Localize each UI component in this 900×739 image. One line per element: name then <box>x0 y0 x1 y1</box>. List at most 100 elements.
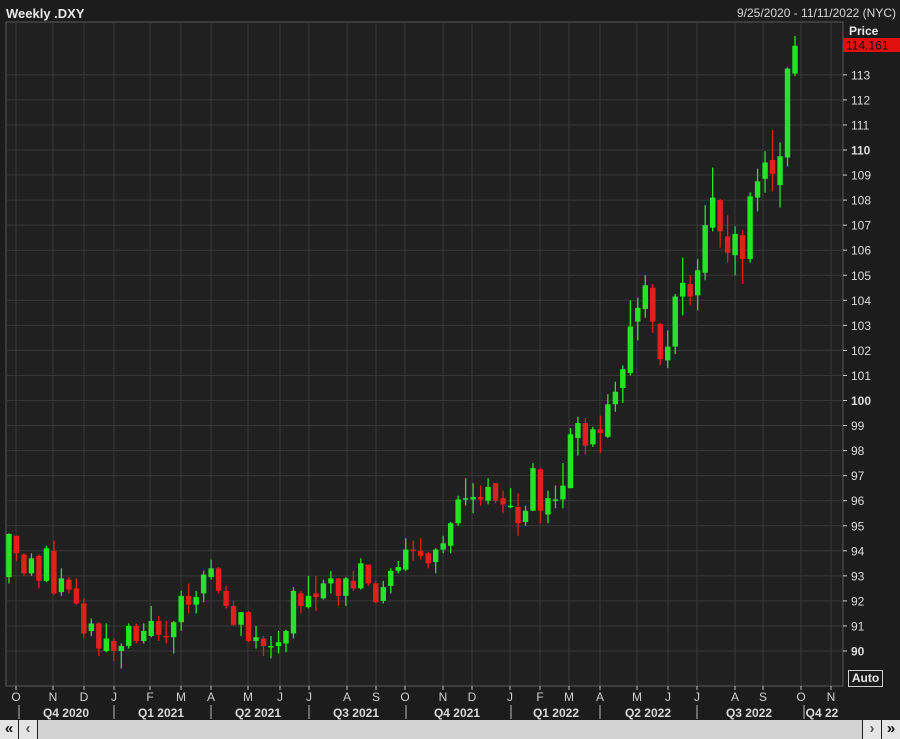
candle-body <box>238 612 244 625</box>
scroll-first-button[interactable]: « <box>0 720 18 739</box>
price-tick-label: 90 <box>851 645 865 659</box>
quarter-label: Q4 2021 <box>434 706 480 720</box>
month-label: D <box>80 690 89 704</box>
last-price-marker <box>843 38 900 52</box>
candle <box>724 215 731 263</box>
candle-body <box>193 597 199 605</box>
candle-body <box>133 625 139 641</box>
candle-body <box>215 568 222 591</box>
candle-body <box>21 554 27 574</box>
candle <box>260 635 267 657</box>
candle-body <box>747 196 753 259</box>
candle <box>81 598 87 639</box>
candle-body <box>313 593 319 598</box>
price-tick-label: 93 <box>851 569 865 583</box>
candle <box>552 485 559 509</box>
time-axis: O N D J F M A M J J A S O N D J F M A M J J A S O N Q4 2020 Q1 2021… <box>11 686 839 720</box>
candle-body <box>350 580 357 589</box>
candle <box>754 168 761 212</box>
quarter-label: Q4 22 <box>806 706 839 720</box>
candle-body <box>275 642 282 646</box>
candle-body <box>762 162 768 179</box>
candle-body <box>537 469 544 511</box>
candle <box>215 567 222 594</box>
month-label: S <box>759 690 767 704</box>
date-range: 9/25/2020 - 11/11/2022 (NYC) <box>737 6 896 20</box>
candle <box>343 577 349 606</box>
candle <box>230 600 237 626</box>
plot-area <box>5 21 844 687</box>
candle <box>739 230 746 285</box>
candle <box>627 300 634 376</box>
scrollbar[interactable]: « ‹ › » <box>0 720 900 739</box>
candle <box>410 540 416 561</box>
candle <box>582 418 589 455</box>
candle <box>51 540 57 595</box>
candle-body <box>447 523 454 546</box>
scroll-last-button[interactable]: » <box>882 720 900 739</box>
candle <box>462 478 469 506</box>
candle <box>43 545 50 583</box>
quarter-label: Q2 2022 <box>625 706 671 720</box>
price-tick-label: 95 <box>851 519 865 533</box>
candle-body <box>290 590 297 634</box>
candle <box>642 275 648 318</box>
candle-body <box>283 630 289 644</box>
candle <box>28 553 35 576</box>
month-label: J <box>665 690 671 704</box>
month-label: M <box>564 690 574 704</box>
candle <box>103 623 110 653</box>
price-tick-label: 110 <box>851 144 871 158</box>
price-tick-label: 100 <box>851 394 871 408</box>
scroll-next-button[interactable]: › <box>863 720 881 739</box>
candle <box>762 151 768 193</box>
scrollbar-thumb[interactable] <box>38 720 862 739</box>
candlestick-chart[interactable]: 90 91 92 93 94 95 96 97 98 99 100 101 102 103 104 105 10… <box>0 0 900 720</box>
quarter-label: Q4 2020 <box>43 706 89 720</box>
last-price-value: 114.161 <box>846 39 889 53</box>
candle-body <box>545 498 551 515</box>
price-tick-label: 97 <box>851 469 865 483</box>
candle-body <box>88 623 95 631</box>
candle <box>208 559 214 580</box>
candle <box>477 485 484 506</box>
candle-body <box>298 593 304 606</box>
month-label: O <box>796 690 805 704</box>
quarter-label: Q2 2021 <box>235 706 281 720</box>
month-label: O <box>400 690 409 704</box>
candle <box>350 570 357 591</box>
candle <box>545 490 551 524</box>
candle <box>605 394 611 439</box>
month-label: S <box>372 690 380 704</box>
candle-body <box>792 45 798 74</box>
candle <box>455 495 461 526</box>
candle-body <box>582 423 589 446</box>
candle-body <box>754 181 761 198</box>
candle <box>612 381 619 412</box>
month-label: N <box>439 690 448 704</box>
candle <box>694 258 701 311</box>
candle-body <box>567 434 574 489</box>
candle <box>388 568 394 594</box>
candle <box>148 605 154 638</box>
candle-body <box>665 346 671 361</box>
quarter-label: Q3 2022 <box>726 706 772 720</box>
auto-scale-button[interactable]: Auto <box>848 670 883 687</box>
candle <box>305 575 312 609</box>
candle <box>185 583 192 614</box>
candle-body <box>51 550 57 594</box>
candle <box>283 629 289 653</box>
price-tick-label: 105 <box>851 269 871 283</box>
candles <box>6 36 798 669</box>
candle-body <box>118 645 124 651</box>
candle-body <box>635 307 641 322</box>
candle <box>522 505 529 526</box>
candle-body <box>432 549 439 563</box>
candle-body <box>73 588 80 604</box>
scroll-prev-button[interactable]: ‹ <box>19 720 37 739</box>
candle <box>96 622 102 657</box>
candle-body <box>462 498 469 500</box>
candle-body <box>403 549 409 570</box>
candle <box>200 570 207 603</box>
candle-body <box>470 496 476 500</box>
